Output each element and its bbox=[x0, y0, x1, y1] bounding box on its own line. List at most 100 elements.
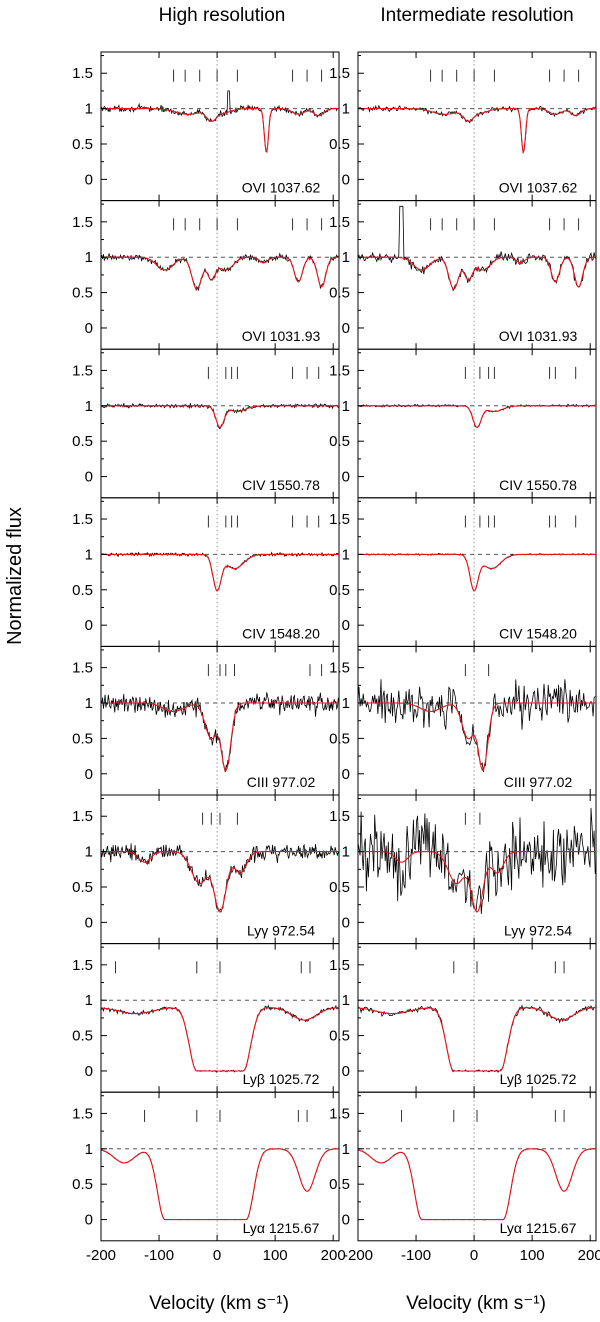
panel-3-high: 0 0.5 1 1.5 CIV 1550.78 bbox=[72, 348, 340, 499]
observed-spectrum bbox=[358, 403, 596, 428]
y-tick-label: 1.5 bbox=[329, 957, 350, 974]
x-axis-label-left: Velocity (km s⁻¹) bbox=[149, 1293, 289, 1314]
model-fit-line bbox=[358, 851, 596, 913]
y-tick-label: 1 bbox=[342, 992, 350, 1009]
model-fit-line bbox=[101, 553, 339, 592]
y-tick-label: 1 bbox=[85, 992, 93, 1009]
line-label: CIV 1550.78 bbox=[242, 477, 320, 493]
x-tick-label: -200 bbox=[343, 1247, 373, 1264]
y-tick-label: 0.5 bbox=[329, 1176, 350, 1193]
panel-frame bbox=[357, 645, 597, 796]
y-tick-label: 1 bbox=[342, 101, 350, 118]
line-label: Lyγ 972.54 bbox=[247, 923, 315, 939]
y-tick-label: 1.5 bbox=[72, 214, 93, 231]
y-tick-label: 0 bbox=[342, 766, 350, 783]
line-label: CIV 1550.78 bbox=[499, 477, 577, 493]
line-label: CIII 977.02 bbox=[247, 774, 316, 790]
model-fit-line bbox=[358, 1148, 596, 1221]
panel-frame bbox=[357, 348, 597, 499]
panel-2-high: 0 0.5 1 1.5 OVI 1031.93 bbox=[72, 200, 340, 350]
y-tick-label: 0 bbox=[85, 766, 93, 783]
panel-frame bbox=[100, 51, 340, 202]
y-tick-label: 0 bbox=[342, 617, 350, 634]
panel-1-intermediate: 0 0.5 1 1.5 OVI 1037.62 bbox=[329, 51, 597, 202]
x-tick-label: 200 bbox=[578, 1247, 600, 1264]
panel-6-intermediate: 0 0.5 1 1.5 Lyγ 972.54 bbox=[329, 794, 597, 945]
y-tick-label: 1 bbox=[85, 695, 93, 712]
line-label: CIV 1548.20 bbox=[242, 625, 320, 641]
panel-5-high: 0 0.5 1 1.5 CIII 977.02 bbox=[72, 645, 340, 796]
panel-6-high: 0 0.5 1 1.5 Lyγ 972.54 bbox=[72, 794, 340, 945]
y-tick-label: 1.5 bbox=[329, 65, 350, 82]
y-tick-label: 1 bbox=[85, 546, 93, 563]
line-label: OVI 1031.93 bbox=[499, 328, 578, 344]
panel-7-high: 0 0.5 1 1.5 Lyβ 1025.72 bbox=[72, 943, 340, 1093]
column-title-intermediate: Intermediate resolution bbox=[380, 5, 573, 26]
model-fit-line bbox=[101, 108, 339, 153]
y-tick-label: 0.5 bbox=[72, 1028, 93, 1045]
y-axis-label: Normalized flux bbox=[4, 507, 26, 645]
panel-7-intermediate: 0 0.5 1 1.5 Lyβ 1025.72 bbox=[329, 943, 597, 1093]
panel-frame bbox=[357, 497, 597, 647]
y-tick-label: 0.5 bbox=[329, 433, 350, 450]
x-tick-label: 200 bbox=[321, 1247, 346, 1264]
y-tick-label: 1 bbox=[342, 546, 350, 563]
y-tick-label: 0 bbox=[342, 320, 350, 337]
x-tick-label: 100 bbox=[263, 1247, 288, 1264]
observed-spectrum bbox=[358, 205, 596, 292]
line-label: Lyα 1215.67 bbox=[243, 1220, 320, 1236]
y-tick-label: 0.5 bbox=[329, 582, 350, 599]
x-tick-label: -200 bbox=[86, 1247, 116, 1264]
panel-frame bbox=[100, 497, 340, 647]
line-label: OVI 1031.93 bbox=[242, 328, 321, 344]
x-axis-label-right: Velocity (km s⁻¹) bbox=[406, 1293, 546, 1314]
model-fit-line bbox=[358, 702, 596, 771]
model-fit-line bbox=[358, 1007, 596, 1072]
y-tick-label: 1 bbox=[342, 398, 350, 415]
y-tick-label: 0.5 bbox=[72, 1176, 93, 1193]
y-tick-label: 1.5 bbox=[329, 808, 350, 825]
y-tick-label: 0.5 bbox=[329, 730, 350, 747]
y-tick-label: 1.5 bbox=[72, 808, 93, 825]
model-fit-line bbox=[101, 1148, 339, 1221]
y-tick-label: 1.5 bbox=[72, 511, 93, 528]
panel-frame bbox=[357, 200, 597, 350]
y-tick-label: 0 bbox=[85, 320, 93, 337]
y-tick-label: 0 bbox=[85, 617, 93, 634]
model-fit-line bbox=[101, 851, 339, 913]
y-tick-label: 0 bbox=[85, 1212, 93, 1229]
y-tick-label: 0.5 bbox=[72, 879, 93, 896]
x-tick-label: 100 bbox=[520, 1247, 545, 1264]
panel-2-intermediate: 0 0.5 1 1.5 OVI 1031.93 bbox=[329, 200, 597, 350]
line-label: CIV 1548.20 bbox=[499, 625, 577, 641]
observed-spectrum bbox=[101, 843, 339, 913]
observed-spectrum bbox=[101, 90, 339, 153]
y-tick-label: 1.5 bbox=[329, 362, 350, 379]
y-tick-label: 0 bbox=[85, 171, 93, 188]
y-tick-label: 1 bbox=[85, 398, 93, 415]
y-tick-label: 1.5 bbox=[72, 362, 93, 379]
y-tick-label: 1.5 bbox=[72, 1105, 93, 1122]
y-tick-label: 1 bbox=[85, 1141, 93, 1158]
y-tick-label: 1.5 bbox=[329, 214, 350, 231]
observed-spectrum bbox=[101, 692, 339, 773]
y-tick-label: 0.5 bbox=[329, 136, 350, 153]
x-tick-label: -100 bbox=[401, 1247, 431, 1264]
y-tick-label: 0 bbox=[342, 914, 350, 931]
line-label: Lyα 1215.67 bbox=[500, 1220, 577, 1236]
x-tick-label: 0 bbox=[213, 1247, 221, 1264]
panel-1-high: 0 0.5 1 1.5 OVI 1037.62 bbox=[72, 51, 340, 202]
y-tick-label: 0.5 bbox=[329, 285, 350, 302]
panel-8-intermediate: 0 0.5 1 1.5 Lyα 1215.67 -200 -100 0 100 200 bbox=[329, 1091, 600, 1264]
panel-4-intermediate: 0 0.5 1 1.5 CIV 1548.20 bbox=[329, 497, 597, 647]
line-label: OVI 1037.62 bbox=[242, 180, 321, 196]
panel-frame bbox=[100, 348, 340, 499]
y-tick-label: 1.5 bbox=[329, 660, 350, 677]
panel-5-intermediate: 0 0.5 1 1.5 CIII 977.02 bbox=[329, 645, 597, 796]
line-label: Lyβ 1025.72 bbox=[243, 1071, 320, 1087]
y-tick-label: 0 bbox=[85, 469, 93, 486]
line-label: Lyβ 1025.72 bbox=[500, 1071, 577, 1087]
model-fit-line bbox=[358, 553, 596, 592]
observed-spectrum bbox=[101, 402, 339, 430]
